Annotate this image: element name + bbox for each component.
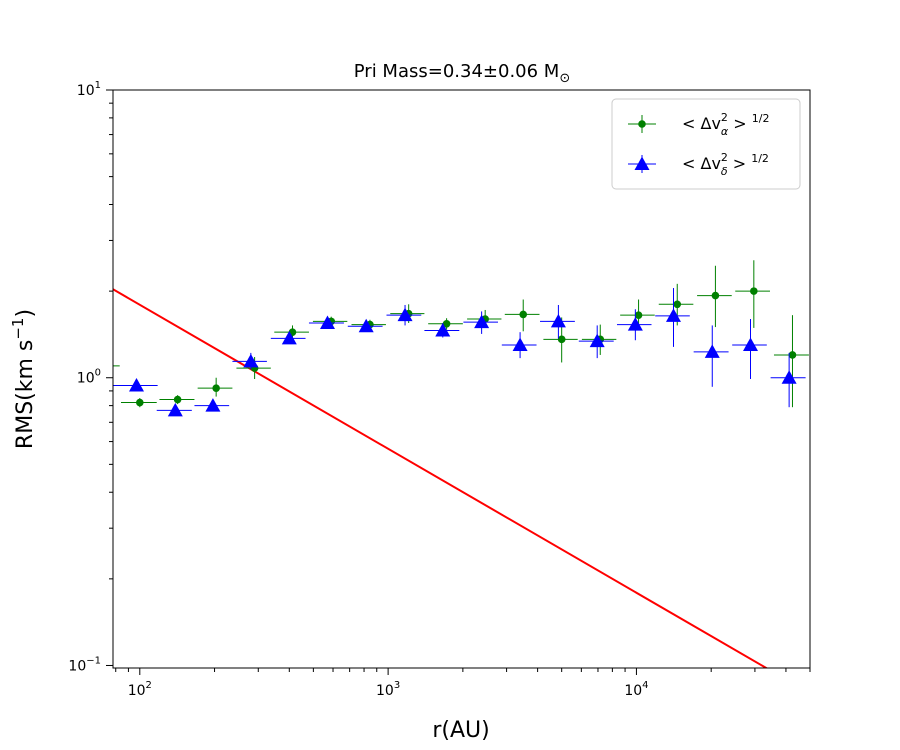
triangle-marker [243,353,259,368]
data-point [620,299,655,331]
data-point [501,332,537,359]
y-axis-label-end: ) [13,309,38,318]
data-point [156,402,192,417]
y-axis-label: RMS(km s−1) [9,309,38,449]
y-axis-label-sup: −1 [9,318,27,340]
data-point [693,325,729,387]
y-tick-label: 101 [77,80,101,99]
data-point [194,398,230,412]
data-point [504,299,540,332]
data-point [655,288,690,347]
circle-marker [519,310,528,319]
circle-marker [634,311,643,319]
data-point [578,325,614,359]
triangle-marker [704,344,720,358]
circle-marker [788,351,797,359]
triangle-marker [512,337,528,351]
triangle-marker [129,377,145,392]
triangle-marker [358,318,374,333]
data-point [428,318,463,330]
legend-box [611,98,801,190]
series-delta [113,288,806,417]
red-reference-line [113,288,769,668]
axis-ticks: 102 103 104 10−1 100 101 [68,80,811,699]
x-axis-label: r(AU) [432,718,489,743]
x-tick-label: 104 [624,680,648,699]
circle-marker [750,287,758,295]
triangle-marker [319,315,335,329]
data-point [159,395,195,405]
data-point [113,377,158,392]
data-point [347,318,383,333]
triangle-marker [435,322,451,337]
circle-marker [135,398,144,407]
triangle-marker [550,313,566,328]
plot-area [112,89,811,669]
legend-circle-marker [638,120,646,128]
data-point [735,260,770,328]
triangle-marker [665,308,681,322]
y-tick-label: 100 [77,368,101,387]
chart-title: Pri Mass=0.34±0.06 M⊙ [354,61,570,86]
circle-marker [212,384,220,392]
y-axis-label-main: RMS(km s [13,340,38,449]
data-point [732,319,767,379]
legend-entry-alpha: < Δv2 α > 1/2 [628,111,769,138]
plot-content [113,260,809,668]
data-point [770,352,806,408]
triangle-marker [589,333,605,348]
legend: < Δv2 α > 1/2 < Δv2 δ > 1/2 [611,98,801,190]
chart-title-subscript: ⊙ [559,71,570,86]
data-point [270,330,306,345]
y-tick-label: 10−1 [68,655,101,674]
triangle-marker [627,317,643,331]
data-point [197,377,233,397]
data-point [773,315,809,408]
triangle-marker [474,314,490,329]
legend-label: < Δv2 δ > 1/2 [682,151,769,178]
plot-frame [112,89,811,669]
data-point [424,322,460,338]
triangle-marker [743,337,759,351]
data-point [308,315,344,329]
x-tick-label: 102 [128,680,152,699]
data-point [120,398,157,408]
data-point [616,309,652,341]
circle-marker [711,291,720,300]
data-point [386,304,422,326]
data-point [463,311,498,334]
circle-marker [442,319,451,328]
data-point [697,265,732,328]
triangle-marker [167,402,183,417]
legend-entry-delta: < Δv2 δ > 1/2 [628,151,769,178]
circle-marker [673,300,682,309]
data-point [540,304,575,339]
triangle-marker [781,370,797,384]
data-point [232,352,267,370]
legend-triangle-marker [634,156,650,170]
triangle-marker [205,398,221,412]
x-tick-label: 103 [376,680,400,699]
chart-title-main: Pri Mass=0.34±0.06 M [354,61,560,82]
circle-marker [557,335,566,344]
legend-label: < Δv2 α > 1/2 [682,111,769,138]
triangle-marker [281,330,297,345]
circle-marker [173,395,182,404]
triangle-marker [397,307,413,322]
